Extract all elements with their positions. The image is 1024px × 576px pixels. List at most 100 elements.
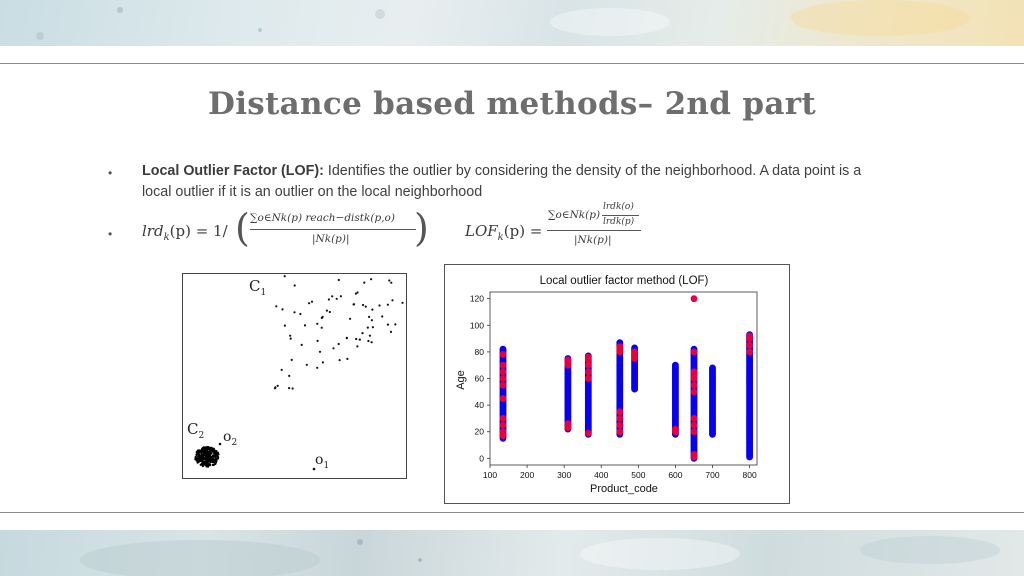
y-tick-label: 20 bbox=[475, 427, 485, 437]
cluster-c1-point bbox=[303, 324, 307, 327]
outlier-point bbox=[584, 429, 592, 437]
outlier-point bbox=[690, 368, 698, 376]
watercolor-texture-bottom bbox=[80, 536, 1000, 576]
outlier-point bbox=[631, 348, 638, 356]
x-tick-label: 200 bbox=[520, 470, 534, 480]
cluster-c1-point bbox=[289, 334, 292, 337]
cluster-c1-point bbox=[352, 303, 356, 306]
cluster-c1-point bbox=[389, 330, 393, 333]
x-tick-label: 500 bbox=[631, 470, 645, 480]
cluster-c2-point bbox=[209, 450, 212, 454]
cluster-c1-point bbox=[293, 311, 296, 314]
cluster-c1-point bbox=[288, 387, 291, 390]
outlier-point bbox=[616, 343, 624, 350]
axis-ticks: 100 200 300 400 500 600 700 800 0 20 40 60 80 100 120 bbox=[470, 294, 757, 480]
cluster-c1-point bbox=[394, 323, 397, 326]
y-tick-label: 0 bbox=[479, 453, 484, 463]
x-tick-label: 400 bbox=[594, 470, 608, 480]
outlier-o1-point bbox=[312, 467, 316, 471]
cluster-c1-point bbox=[281, 308, 284, 311]
lrd-argument: (p) = 1/ bbox=[169, 222, 228, 240]
cluster-c1-point bbox=[283, 324, 286, 327]
cluster-c2-point bbox=[203, 449, 206, 453]
cluster-c1-point bbox=[310, 300, 314, 303]
label-c1: C1 bbox=[249, 277, 267, 298]
x-tick-label: 300 bbox=[557, 470, 571, 480]
cluster-c2-point bbox=[207, 447, 210, 450]
cluster-c1-points bbox=[273, 275, 404, 390]
cluster-c1-point bbox=[356, 291, 359, 294]
outlier-point bbox=[690, 348, 698, 356]
outlier-point bbox=[584, 368, 592, 376]
top-decorative-band bbox=[0, 0, 1024, 46]
cluster-c1-point bbox=[291, 387, 294, 390]
bullet-marker: • bbox=[108, 166, 113, 180]
outlier-point bbox=[616, 408, 624, 416]
inlier-point bbox=[499, 345, 507, 353]
outlier-point bbox=[690, 421, 698, 429]
y-tick-label: 120 bbox=[470, 294, 484, 304]
cluster-c2-point bbox=[216, 451, 220, 454]
bullet-description-line1: Identifies the outlier by considering th… bbox=[323, 163, 862, 179]
bullet-description-line2: local outlier if it is an outlier on the… bbox=[142, 184, 483, 200]
lof-numerator-sum: ∑o∈Nk(p) bbox=[548, 209, 601, 221]
cluster-c2-point bbox=[201, 457, 205, 460]
cluster-c1-point bbox=[335, 297, 338, 300]
cluster-c1-point bbox=[401, 301, 404, 304]
x-tick-label: 600 bbox=[668, 470, 682, 480]
cluster-c1-point bbox=[364, 305, 367, 308]
outlier-o2-point bbox=[218, 442, 222, 446]
cluster-c2-point bbox=[203, 453, 207, 456]
lof-subscript: k bbox=[497, 232, 504, 243]
cluster-c2-point bbox=[204, 463, 207, 467]
cluster-c1-point bbox=[349, 317, 352, 320]
cluster-c1-point bbox=[299, 312, 302, 316]
cluster-c1-point bbox=[356, 345, 359, 348]
outlier-point bbox=[690, 415, 698, 422]
cluster-c1-point bbox=[300, 343, 303, 346]
cluster-c2-point bbox=[211, 460, 214, 464]
x-tick-label: 700 bbox=[705, 470, 719, 480]
lof-inner-fraction-bar bbox=[602, 215, 639, 216]
cluster-c1-point bbox=[293, 284, 296, 287]
cluster-c1-point bbox=[355, 337, 358, 341]
cluster-c2-point bbox=[205, 452, 209, 456]
cluster-c1-point bbox=[367, 339, 370, 343]
cluster-c1-point bbox=[316, 322, 319, 325]
cluster-c2-point bbox=[197, 455, 200, 458]
outlier-point bbox=[499, 351, 507, 358]
outlier-point bbox=[690, 428, 698, 436]
cluster-c2-point bbox=[205, 459, 208, 462]
cluster-c1-point bbox=[386, 323, 389, 326]
cluster-c2-point bbox=[198, 450, 201, 453]
cluster-c1-point bbox=[338, 359, 341, 362]
y-tick-label: 60 bbox=[475, 374, 485, 384]
cluster-c1-point bbox=[288, 374, 291, 377]
cluster-c1-point bbox=[276, 384, 279, 387]
cluster-c1-point bbox=[320, 316, 323, 320]
cluster-c1-point bbox=[346, 357, 349, 360]
lof-chart-panel: Local outlier factor method (LOF) 100 200… bbox=[444, 264, 790, 504]
outlier-point bbox=[690, 388, 698, 396]
outlier-point bbox=[499, 415, 507, 422]
bullet-marker: • bbox=[108, 227, 113, 241]
cluster-c1-point bbox=[283, 275, 286, 278]
cluster-c1-point bbox=[361, 332, 364, 335]
cluster-c2-point bbox=[197, 458, 200, 461]
outlier-point bbox=[499, 428, 507, 436]
cluster-c2-point bbox=[208, 463, 211, 466]
outlier-point bbox=[584, 361, 592, 369]
slide-title: Distance based methods– 2nd part bbox=[208, 86, 816, 122]
cluster-c2-point bbox=[197, 460, 201, 463]
cluster-c2-point bbox=[197, 452, 200, 455]
outlier-point bbox=[499, 361, 507, 369]
cluster-c1-point bbox=[370, 319, 373, 322]
lof-inner-numerator: lrdk(o) bbox=[603, 202, 634, 212]
cluster-c1-point bbox=[275, 305, 278, 308]
lof-denominator: |Nk(p)| bbox=[574, 234, 612, 246]
cluster-c2-points bbox=[194, 446, 220, 468]
cluster-c2-point bbox=[213, 450, 216, 453]
lrd-open-paren: ( bbox=[235, 206, 250, 250]
label-c2: C2 bbox=[187, 420, 205, 441]
outlier-point bbox=[564, 356, 572, 364]
